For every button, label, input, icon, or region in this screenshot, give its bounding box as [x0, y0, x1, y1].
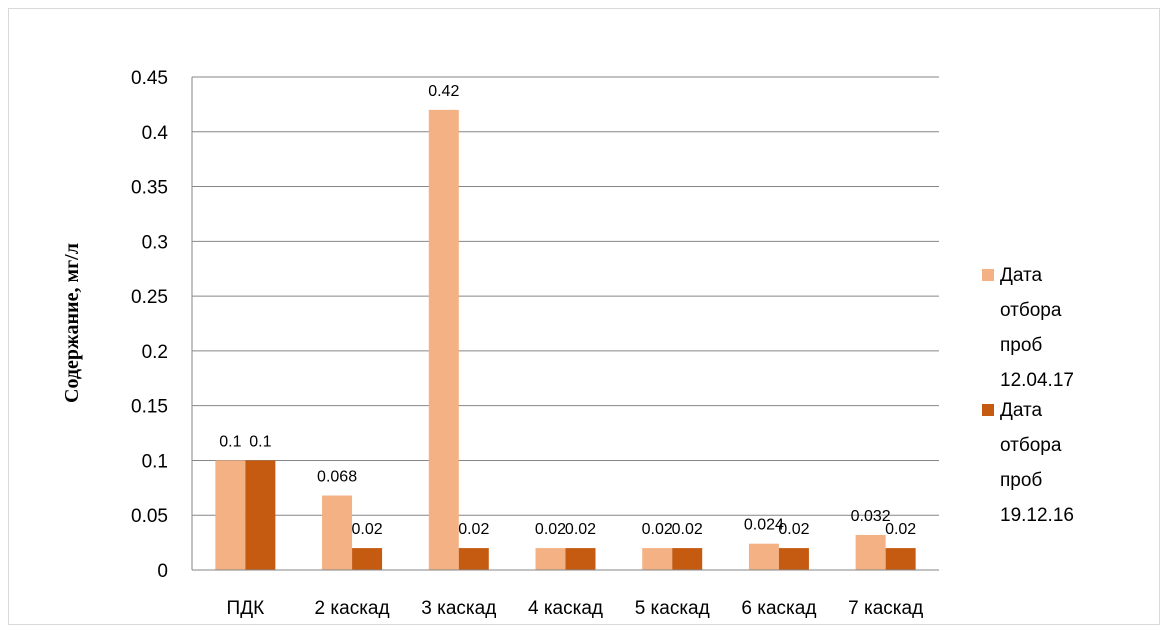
data-label: 0.02 [885, 521, 916, 538]
data-label: 0.02 [458, 521, 489, 538]
bar-series-2 [565, 548, 596, 570]
legend-label: отбора [1000, 435, 1062, 456]
data-label: 0.02 [352, 521, 383, 538]
bar-series-1 [535, 548, 566, 570]
bar-series-2 [672, 548, 703, 570]
data-label: 0.02 [778, 521, 809, 538]
x-tick-label: 6 каскад [741, 598, 816, 619]
y-tick-label: 0.35 [131, 178, 168, 199]
y-tick-label: 0.3 [142, 232, 168, 253]
x-tick-label: 7 каскад [848, 598, 923, 619]
y-tick-label: 0.1 [142, 451, 168, 472]
y-tick-label: 0.4 [142, 123, 169, 144]
bar-series-1 [642, 548, 673, 570]
legend-label: 19.12.16 [1000, 505, 1074, 526]
y-tick-label: 0.25 [131, 287, 168, 308]
bars [215, 109, 916, 570]
bar-series-2 [458, 548, 489, 570]
legend-label: Дата [1000, 265, 1043, 286]
data-label: 0.02 [535, 521, 566, 538]
x-tick-label: 5 каскад [635, 598, 710, 619]
axes [191, 77, 939, 571]
y-tick-label: 0 [157, 561, 168, 582]
bar-series-1 [428, 109, 459, 570]
x-tick-label: 3 каскад [421, 598, 496, 619]
legend: Дата отбора проб 12.04.17 Дата отбора проб 19.1… [982, 265, 1074, 526]
legend-label: проб [1000, 335, 1042, 356]
legend-swatch-1 [982, 269, 994, 281]
legend-label: 12.04.17 [1000, 370, 1074, 391]
data-label: 0.032 [851, 508, 891, 525]
data-label: 0.024 [744, 517, 784, 534]
chart-frame [8, 8, 1160, 625]
data-label: 0.1 [249, 433, 271, 450]
x-tick-labels: ПДК 2 каскад 3 каскад 4 каскад 5 каскад 6 кас… [227, 598, 924, 619]
legend-label: отбора [1000, 300, 1062, 321]
legend-label: проб [1000, 470, 1042, 491]
legend-label: Дата [1000, 400, 1043, 421]
y-tick-label: 0.2 [142, 342, 168, 363]
x-tick-label: 2 каскад [315, 598, 390, 619]
y-tick-label: 0.15 [131, 397, 168, 418]
y-tick-labels: 0 0.05 0.1 0.15 0.2 0.25 0.3 0.35 0.4 0.45 [131, 68, 168, 582]
bar-series-2 [778, 548, 809, 570]
bar-series-2 [245, 460, 276, 570]
data-label: 0.1 [219, 433, 241, 450]
data-label: 0.02 [672, 521, 703, 538]
bar-series-1 [855, 534, 886, 570]
x-tick-label: ПДК [227, 598, 265, 619]
bar-series-1 [748, 543, 779, 570]
bar-series-2 [352, 548, 383, 570]
legend-swatch-2 [982, 404, 994, 416]
y-tick-label: 0.45 [131, 68, 168, 89]
y-tick-label: 0.05 [131, 506, 168, 527]
data-label: 0.02 [642, 521, 673, 538]
data-label: 0.42 [428, 83, 459, 100]
gridlines [192, 76, 939, 516]
bar-series-1 [215, 460, 246, 570]
data-label: 0.02 [565, 521, 596, 538]
x-tick-label: 4 каскад [528, 598, 603, 619]
y-axis-title: Содержание, мг/л [61, 243, 83, 403]
data-label: 0.068 [317, 469, 357, 486]
bar-series-1 [322, 495, 353, 570]
bar-series-2 [885, 548, 916, 570]
